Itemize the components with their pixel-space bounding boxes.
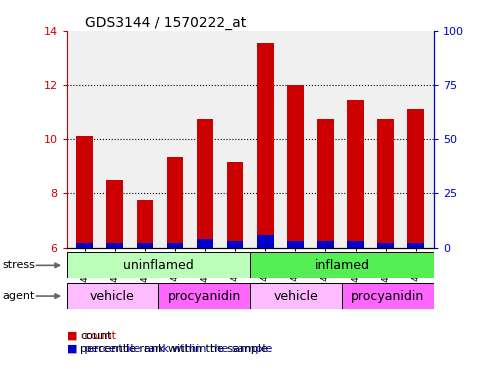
Bar <box>250 283 342 309</box>
Bar <box>67 283 158 309</box>
Bar <box>106 243 123 248</box>
Text: ■  count: ■ count <box>67 331 115 341</box>
Bar <box>167 157 183 248</box>
Bar <box>257 235 274 248</box>
Text: vehicle: vehicle <box>274 290 318 303</box>
Text: procyanidin: procyanidin <box>352 290 424 303</box>
Text: inflamed: inflamed <box>315 259 370 272</box>
Bar <box>250 252 434 278</box>
Bar <box>167 243 183 248</box>
Bar <box>76 136 93 248</box>
Bar <box>197 119 213 248</box>
Bar <box>137 243 153 248</box>
Text: stress: stress <box>2 260 35 270</box>
Bar <box>257 43 274 248</box>
Text: agent: agent <box>2 291 35 301</box>
Bar <box>408 243 424 248</box>
Bar <box>76 243 93 248</box>
Bar <box>378 243 394 248</box>
Text: count: count <box>80 331 112 341</box>
Bar <box>67 252 250 278</box>
Bar <box>106 180 123 248</box>
Bar <box>227 162 244 248</box>
Bar <box>378 119 394 248</box>
Text: procyanidin: procyanidin <box>168 290 241 303</box>
Bar <box>227 241 244 248</box>
Bar <box>287 241 304 248</box>
Bar <box>408 109 424 248</box>
Bar <box>347 241 364 248</box>
Bar <box>158 283 250 309</box>
Bar <box>287 85 304 248</box>
Bar <box>347 100 364 248</box>
Text: percentile rank within the sample: percentile rank within the sample <box>80 344 268 354</box>
Bar <box>317 119 334 248</box>
Bar <box>137 200 153 248</box>
Text: uninflamed: uninflamed <box>123 259 194 272</box>
Text: vehicle: vehicle <box>90 290 135 303</box>
Text: GDS3144 / 1570222_at: GDS3144 / 1570222_at <box>85 16 246 30</box>
Bar <box>317 241 334 248</box>
Bar <box>197 239 213 248</box>
Text: ■  percentile rank within the sample: ■ percentile rank within the sample <box>67 344 272 354</box>
Bar <box>342 283 434 309</box>
